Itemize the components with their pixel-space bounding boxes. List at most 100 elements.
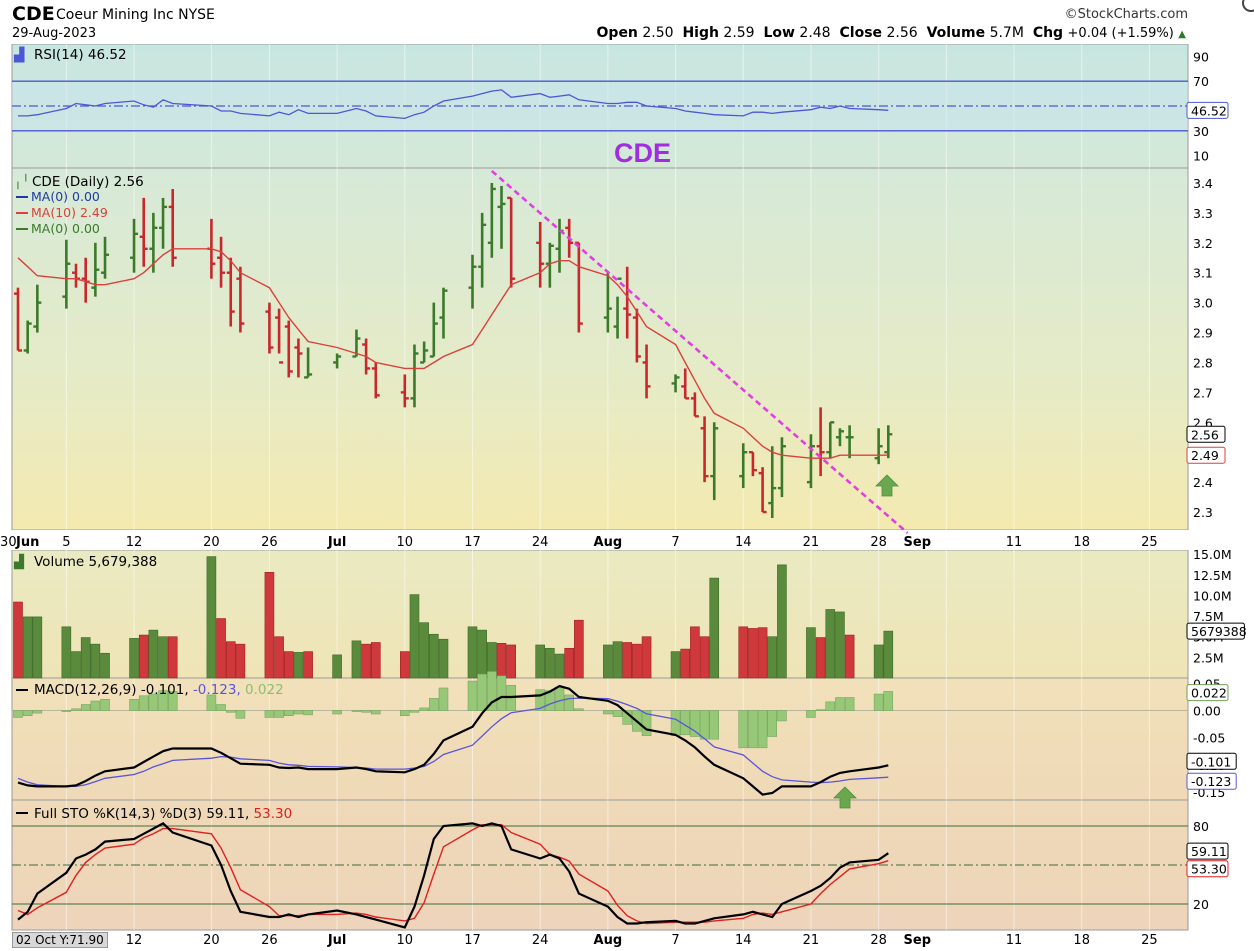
macd-histogram-bar — [129, 699, 139, 711]
volume-bar — [844, 634, 855, 679]
ohlc-bar — [352, 329, 361, 358]
ohlc-bar — [304, 347, 313, 379]
company-name: Coeur Mining Inc — [56, 7, 174, 23]
volume-bar — [748, 628, 758, 679]
macd-histogram-bar — [361, 710, 371, 713]
volume-bar — [477, 629, 487, 679]
stock-chart[interactable]: 30Jun55121220202626JulJul101017172424Aug… — [0, 44, 1254, 951]
x-tick-label: Aug — [594, 933, 623, 948]
ohlc-bar — [275, 308, 284, 364]
chart-annotation: CDE — [614, 138, 671, 168]
macd-histogram-bar — [293, 710, 304, 715]
rsi-tick-label: 10 — [1193, 149, 1209, 164]
price-panel — [11, 167, 1189, 531]
sto-d-value: 53.30 — [254, 806, 293, 822]
volume-label: Volume — [926, 25, 986, 41]
ticker-symbol[interactable]: CDE — [12, 3, 55, 25]
x-tick-label: Sep — [904, 535, 932, 550]
close-value: 2.56 — [886, 25, 918, 41]
volume-bar — [564, 647, 574, 679]
sto-tick-label: 20 — [1193, 897, 1209, 912]
volume-bar — [496, 643, 507, 679]
ohlc-bar — [487, 182, 496, 258]
volume-value: 5.7M — [989, 25, 1024, 41]
macd-histogram-bar — [371, 710, 381, 715]
volume-bar — [61, 626, 72, 679]
rsi-last-value-box — [1186, 101, 1229, 119]
x-tick-label: 11 — [1006, 535, 1023, 550]
ohlc-bar — [400, 374, 409, 408]
macd-histogram-bar — [351, 710, 362, 712]
ohlc-bar — [623, 266, 632, 339]
volume-bar — [100, 652, 110, 679]
macd-histogram-bar — [206, 694, 217, 711]
rsi-tick-label: 90 — [1193, 49, 1209, 64]
sto-d-line — [17, 824, 889, 925]
ohlc-bar — [284, 320, 293, 378]
ma-legend: MA(0) 0.00 — [31, 221, 100, 236]
x-tick-label: Sep — [904, 933, 932, 948]
ohlc-bar — [478, 212, 487, 288]
ohlc-bar — [700, 416, 709, 483]
ohlc-bar — [265, 302, 274, 354]
ohlc-bar — [632, 308, 641, 363]
volume-bar — [815, 637, 826, 679]
ohlc-bar — [874, 428, 883, 465]
volume-legend: Volume 5,679,388 — [34, 554, 157, 570]
macd-hist-last-value-box — [1186, 684, 1229, 702]
watermark: ©StockCharts.com — [1064, 7, 1188, 22]
macd-histogram-bar — [158, 690, 168, 711]
x-tick-label: 17 — [464, 933, 481, 948]
macd-last-value: -0.101 — [1191, 754, 1231, 769]
circle-icon[interactable] — [1242, 0, 1254, 12]
x-tick-label: 7 — [671, 933, 679, 948]
volume-bar — [293, 652, 304, 679]
volume-tick-label: 15.0M — [1193, 547, 1232, 562]
volume-bar — [129, 638, 139, 679]
macd-histogram-bar — [883, 691, 894, 711]
ohlc-bar — [845, 425, 854, 459]
volume-bar — [883, 630, 894, 679]
x-tick-label: 24 — [532, 933, 549, 948]
exchange: NYSE — [178, 7, 215, 23]
x-tick-label: Jul — [327, 535, 347, 550]
ma-legend: MA(10) 2.49 — [31, 205, 108, 220]
ohlc-bar — [33, 284, 42, 333]
volume-bar — [32, 616, 43, 679]
ohlc-bar — [23, 320, 32, 354]
ohlc-bar — [159, 197, 168, 249]
volume-bar — [22, 616, 33, 679]
ma-legend: MA(0) 0.00 — [31, 189, 100, 204]
rsi-last-value: 46.52 — [1191, 103, 1227, 118]
volume-bar — [554, 653, 565, 679]
macd-histogram-bar — [225, 710, 236, 713]
volume-bar — [603, 644, 613, 679]
x-tick-label: 11 — [1006, 933, 1023, 948]
volume-bar — [438, 638, 449, 679]
volume-bar — [419, 622, 429, 679]
volume-bar — [138, 634, 149, 679]
macd-histogram-bar — [138, 695, 149, 711]
sto-k-value: 59.11, — [206, 806, 253, 822]
volume-bar — [777, 564, 787, 679]
volume-bar — [641, 636, 652, 679]
macd-histogram-bar — [167, 691, 178, 711]
ohlc-bar — [410, 344, 419, 408]
price-tick-label: 3.3 — [1193, 206, 1213, 221]
macd-histogram-bar — [603, 710, 613, 715]
macd-histogram-bar — [748, 710, 758, 749]
ohlc-bar — [768, 446, 777, 519]
x-tick-label: 5 — [62, 535, 70, 550]
rsi-icon: ▟ — [13, 46, 25, 63]
macd-histogram-bar — [487, 671, 497, 711]
macd-histogram-bar — [419, 707, 429, 711]
close-label: Close — [839, 25, 883, 41]
macd-histogram-bar — [777, 710, 787, 722]
price-tick-label: 2.8 — [1193, 355, 1213, 370]
volume-bar — [632, 643, 642, 679]
high-label: High — [682, 25, 719, 41]
up-arrow-icon — [833, 786, 857, 809]
macd-histogram-bar — [90, 700, 101, 711]
ohlc-bar — [671, 374, 680, 393]
ohlc-bar — [681, 368, 690, 400]
